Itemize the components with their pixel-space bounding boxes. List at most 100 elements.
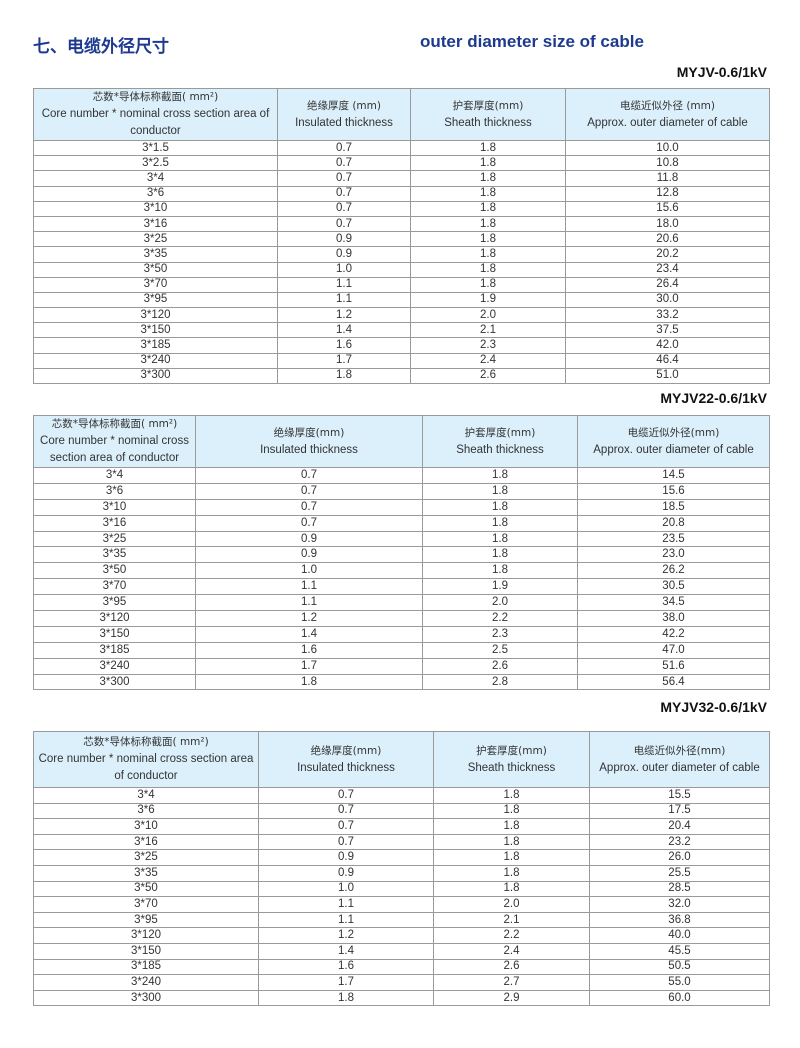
cell-conductor-section: 3*10 — [33, 818, 259, 835]
header-label-chinese: 护套厚度(mm) — [476, 744, 547, 757]
table-row: 3*300 1.8 2.9 60.0 — [33, 989, 770, 1007]
cell-outer-diameter: 36.8 — [589, 911, 770, 929]
cell-insulated-thickness: 1.6 — [195, 641, 423, 659]
cell-sheath-thickness: 2.6 — [422, 657, 578, 675]
table-row: 3*120 1.2 2.2 38.0 — [33, 610, 770, 627]
cell-outer-diameter: 40.0 — [589, 927, 770, 944]
header-conductor-section: 芯数*导体标称截面( mm²) Core number * nominal cro… — [33, 731, 259, 788]
table-row: 3*240 1.7 2.4 46.4 — [33, 352, 770, 369]
cell-outer-diameter: 51.6 — [577, 657, 770, 675]
cell-sheath-thickness: 1.8 — [422, 562, 578, 580]
table-2-model-label: MYJV22-0.6/1kV — [660, 390, 767, 406]
cell-insulated-thickness: 0.7 — [277, 200, 411, 217]
cell-insulated-thickness: 0.7 — [277, 155, 411, 172]
cell-insulated-thickness: 1.1 — [195, 594, 423, 612]
table-myjv22: 芯数*导体标称截面( mm²) Core number * nominal cro… — [33, 415, 770, 691]
cell-conductor-section: 3*4 — [33, 787, 259, 804]
cell-sheath-thickness: 2.0 — [433, 896, 590, 913]
table-row: 3*240 1.7 2.7 55.0 — [33, 974, 770, 991]
header-row: 芯数*导体标称截面( mm²) Core number * nominal cro… — [33, 88, 770, 141]
cell-sheath-thickness: 1.8 — [433, 818, 590, 835]
table-row: 3*300 1.8 2.8 56.4 — [33, 673, 770, 691]
cell-outer-diameter: 15.6 — [577, 482, 770, 500]
table-row: 3*4 0.7 1.8 15.5 — [33, 787, 770, 804]
header-outer-diameter: 电缆近似外径(mm) Approx. outer diameter of cabl… — [577, 415, 770, 468]
header-insulated-thickness: 绝缘厚度(mm) Insulated thickness — [195, 415, 423, 468]
cell-conductor-section: 3*70 — [33, 578, 196, 596]
cell-outer-diameter: 23.2 — [589, 833, 770, 851]
cell-outer-diameter: 26.4 — [565, 276, 770, 293]
cell-conductor-section: 3*240 — [33, 657, 196, 675]
cell-insulated-thickness: 1.1 — [277, 276, 411, 293]
cell-outer-diameter: 55.0 — [589, 974, 770, 991]
table-row: 3*150 1.4 2.1 37.5 — [33, 322, 770, 339]
cell-sheath-thickness: 1.9 — [410, 291, 566, 309]
header-label-chinese: 绝缘厚度(mm) — [310, 744, 382, 757]
cell-insulated-thickness: 1.1 — [258, 896, 434, 913]
header-label-english: Approx. outer diameter of cable — [593, 443, 754, 456]
table-row: 3*6 0.7 1.8 12.8 — [33, 185, 770, 202]
cell-sheath-thickness: 1.8 — [422, 482, 578, 500]
cell-sheath-thickness: 1.8 — [433, 849, 590, 866]
header-label-english: Sheath thickness — [467, 761, 556, 774]
header-sheath-thickness: 护套厚度(mm) Sheath thickness — [422, 415, 578, 468]
header-label-chinese: 电缆近似外径 (mm) — [620, 99, 715, 112]
cell-sheath-thickness: 1.9 — [422, 578, 578, 596]
cell-conductor-section: 3*35 — [33, 246, 278, 263]
cell-conductor-section: 3*300 — [33, 367, 278, 385]
header-label-english: Insulated thickness — [260, 443, 358, 456]
cell-outer-diameter: 42.2 — [577, 625, 770, 643]
cell-sheath-thickness: 2.1 — [410, 322, 566, 339]
cell-sheath-thickness: 1.8 — [410, 261, 566, 278]
table-row: 3*150 1.4 2.3 42.2 — [33, 625, 770, 643]
cell-sheath-thickness: 1.8 — [410, 155, 566, 172]
cell-insulated-thickness: 1.1 — [258, 911, 434, 929]
cell-outer-diameter: 33.2 — [565, 307, 770, 324]
cell-outer-diameter: 42.0 — [565, 337, 770, 354]
cell-insulated-thickness: 0.9 — [195, 530, 423, 548]
cell-sheath-thickness: 2.2 — [422, 610, 578, 627]
cell-outer-diameter: 23.0 — [577, 546, 770, 564]
cell-outer-diameter: 18.0 — [565, 215, 770, 233]
header-label-english: Core number * nominal cross section area… — [41, 108, 270, 137]
cell-sheath-thickness: 1.8 — [410, 231, 566, 248]
cell-outer-diameter: 60.0 — [589, 989, 770, 1007]
table-row: 3*150 1.4 2.4 45.5 — [33, 942, 770, 960]
cell-conductor-section: 3*10 — [33, 498, 196, 516]
cell-sheath-thickness: 1.8 — [410, 139, 566, 157]
cell-sheath-thickness: 1.8 — [433, 787, 590, 804]
cell-conductor-section: 3*25 — [33, 849, 259, 866]
cell-outer-diameter: 26.2 — [577, 562, 770, 580]
table-row: 3*16 0.7 1.8 20.8 — [33, 514, 770, 532]
cell-sheath-thickness: 1.8 — [422, 530, 578, 548]
cell-conductor-section: 3*16 — [33, 215, 278, 233]
cell-insulated-thickness: 0.9 — [258, 864, 434, 882]
cell-outer-diameter: 26.0 — [589, 849, 770, 866]
header-outer-diameter: 电缆近似外径 (mm) Approx. outer diameter of cab… — [565, 88, 770, 141]
table-row: 3*95 1.1 2.1 36.8 — [33, 911, 770, 929]
cell-insulated-thickness: 0.9 — [277, 246, 411, 263]
table-row: 3*120 1.2 2.0 33.2 — [33, 307, 770, 324]
header-label-chinese: 芯数*导体标称截面( mm²) — [92, 91, 219, 103]
table-3-model-label: MYJV32-0.6/1kV — [660, 699, 767, 715]
cell-outer-diameter: 11.8 — [565, 170, 770, 187]
cell-sheath-thickness: 2.4 — [433, 942, 590, 960]
cell-sheath-thickness: 2.1 — [433, 911, 590, 929]
table-1-model-label: MYJV-0.6/1kV — [676, 64, 767, 80]
cell-insulated-thickness: 0.7 — [195, 514, 423, 532]
cell-conductor-section: 3*95 — [33, 911, 259, 929]
cell-outer-diameter: 15.6 — [565, 200, 770, 217]
cell-outer-diameter: 34.5 — [577, 594, 770, 612]
cell-sheath-thickness: 2.2 — [433, 927, 590, 944]
cell-insulated-thickness: 1.1 — [277, 291, 411, 309]
cell-outer-diameter: 18.5 — [577, 498, 770, 516]
cell-insulated-thickness: 1.0 — [195, 562, 423, 580]
cell-outer-diameter: 50.5 — [589, 958, 770, 976]
cell-conductor-section: 3*50 — [33, 261, 278, 278]
table-row: 3*50 1.0 1.8 28.5 — [33, 880, 770, 898]
table-row: 3*95 1.1 1.9 30.0 — [33, 291, 770, 309]
table-row: 3*120 1.2 2.2 40.0 — [33, 927, 770, 944]
cell-sheath-thickness: 2.4 — [410, 352, 566, 369]
table-row: 3*185 1.6 2.5 47.0 — [33, 641, 770, 659]
cell-conductor-section: 3*240 — [33, 352, 278, 369]
